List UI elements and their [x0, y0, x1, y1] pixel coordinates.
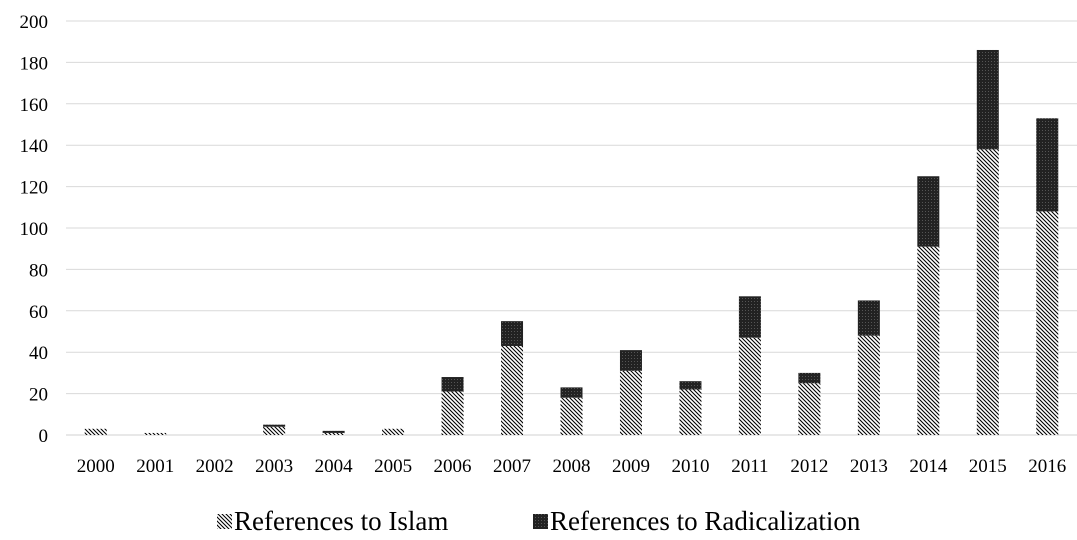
x-tick-label: 2004	[315, 456, 354, 477]
x-tick-label: 2014	[909, 456, 948, 477]
bar-radicalization-2012	[798, 373, 820, 383]
x-tick-label: 2003	[255, 456, 293, 477]
bar-radicalization-2009	[620, 350, 642, 371]
bar-radicalization-2011	[739, 296, 761, 337]
bar-radicalization-2015	[977, 50, 999, 149]
y-tick-label: 100	[20, 219, 49, 240]
x-tick-label: 2001	[136, 456, 174, 477]
y-tick-label: 60	[29, 302, 48, 323]
bar-radicalization-2010	[679, 381, 701, 389]
bar-islam-2014	[917, 247, 939, 435]
bar-islam-2015	[977, 149, 999, 435]
bar-islam-2011	[739, 338, 761, 435]
y-tick-label: 20	[29, 385, 48, 406]
bar-islam-2001	[144, 433, 166, 435]
bar-islam-2009	[620, 371, 642, 435]
x-tick-label: 2013	[850, 456, 888, 477]
legend-swatch-islam	[217, 514, 232, 529]
bar-islam-2016	[1036, 211, 1058, 435]
bar-islam-2005	[382, 429, 404, 435]
x-tick-label: 2002	[196, 456, 234, 477]
bar-radicalization-2006	[442, 377, 464, 391]
x-tick-label: 2015	[969, 456, 1007, 477]
y-tick-label: 140	[20, 136, 49, 157]
x-tick-label: 2000	[77, 456, 115, 477]
x-tick-label: 2006	[434, 456, 472, 477]
bar-islam-2007	[501, 346, 523, 435]
y-tick-label: 160	[20, 95, 49, 116]
y-tick-label: 0	[39, 426, 49, 447]
x-tick-label: 2009	[612, 456, 650, 477]
bar-radicalization-2016	[1036, 118, 1058, 211]
x-tick-label: 2007	[493, 456, 531, 477]
bar-radicalization-2008	[561, 387, 583, 397]
legend: References to Islam References to Radical…	[217, 506, 861, 536]
bar-radicalization-2013	[858, 300, 880, 335]
bar-islam-2003	[263, 427, 285, 435]
y-tick-label: 200	[20, 12, 49, 33]
y-tick-label: 180	[20, 53, 49, 74]
legend-label-islam: References to Islam	[234, 506, 448, 536]
legend-swatch-radicalization	[533, 514, 548, 529]
bar-islam-2013	[858, 336, 880, 435]
bar-radicalization-2003	[263, 425, 285, 427]
x-tick-label: 2016	[1028, 456, 1066, 477]
x-tick-label: 2008	[553, 456, 591, 477]
y-tick-label: 120	[20, 178, 49, 199]
bars	[85, 50, 1059, 435]
bar-islam-2010	[679, 389, 701, 435]
y-tick-label: 40	[29, 343, 48, 364]
bar-islam-2004	[323, 433, 345, 435]
y-tick-label: 80	[29, 260, 48, 281]
bar-islam-2000	[85, 429, 107, 435]
x-tick-label: 2005	[374, 456, 412, 477]
x-tick-label: 2011	[731, 456, 768, 477]
x-tick-label: 2012	[790, 456, 828, 477]
legend-label-radicalization: References to Radicalization	[550, 506, 861, 536]
x-tick-label: 2010	[671, 456, 709, 477]
bar-islam-2012	[798, 383, 820, 435]
bar-islam-2006	[442, 392, 464, 435]
bar-islam-2008	[561, 398, 583, 435]
bar-radicalization-2004	[323, 431, 345, 433]
bar-radicalization-2014	[917, 176, 939, 246]
bar-radicalization-2007	[501, 321, 523, 346]
